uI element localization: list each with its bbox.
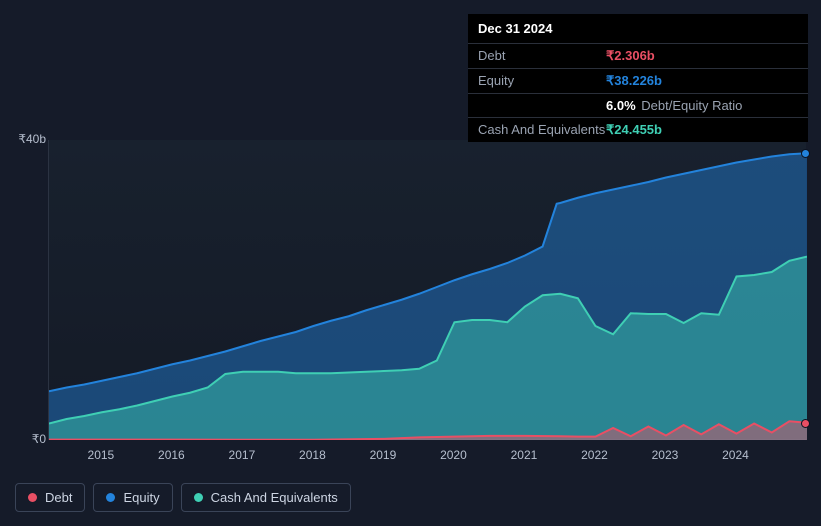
tooltip-row: Cash And Equivalents₹24.455b xyxy=(468,117,808,142)
legend-item-equity[interactable]: Equity xyxy=(93,483,172,512)
tooltip-row: Equity₹38.226b xyxy=(468,68,808,93)
tooltip-value: ₹38.226b xyxy=(606,73,662,89)
x-axis-label: 2019 xyxy=(370,448,397,462)
x-axis-label: 2018 xyxy=(299,448,326,462)
debt-equity-chart: ₹40b ₹0 2015 2016 2017 2018 2019 2020 2021 2022 2… xyxy=(14,118,806,508)
legend-label: Equity xyxy=(123,490,159,505)
tooltip-value: ₹2.306b xyxy=(606,48,655,64)
tooltip-suffix: Debt/Equity Ratio xyxy=(638,98,743,113)
chart-svg xyxy=(49,140,807,440)
tooltip-value: ₹24.455b xyxy=(606,122,662,138)
chart-tooltip: Dec 31 2024 Debt₹2.306bEquity₹38.226b6.0… xyxy=(468,14,808,142)
y-axis-label: ₹0 xyxy=(12,432,46,446)
legend-label: Cash And Equivalents xyxy=(211,490,338,505)
legend-item-cash-and-equivalents[interactable]: Cash And Equivalents xyxy=(181,483,351,512)
legend-item-debt[interactable]: Debt xyxy=(15,483,85,512)
chart-legend: Debt Equity Cash And Equivalents xyxy=(15,483,351,512)
x-axis-label: 2024 xyxy=(722,448,749,462)
tooltip-label: Equity xyxy=(478,73,606,89)
tooltip-date: Dec 31 2024 xyxy=(468,14,808,43)
tooltip-value: 6.0% Debt/Equity Ratio xyxy=(606,98,742,113)
x-axis-label: 2015 xyxy=(88,448,115,462)
x-axis-label: 2023 xyxy=(652,448,679,462)
legend-swatch xyxy=(106,493,115,502)
x-axis-label: 2017 xyxy=(229,448,256,462)
end-marker-equity xyxy=(801,149,810,158)
x-axis-label: 2022 xyxy=(581,448,608,462)
x-axis-label: 2020 xyxy=(440,448,467,462)
plot-area[interactable] xyxy=(48,140,806,440)
x-axis-label: 2021 xyxy=(511,448,538,462)
legend-swatch xyxy=(194,493,203,502)
legend-label: Debt xyxy=(45,490,72,505)
end-marker-debt xyxy=(801,419,810,428)
tooltip-label: Debt xyxy=(478,48,606,64)
legend-swatch xyxy=(28,493,37,502)
tooltip-label xyxy=(478,98,606,113)
tooltip-label: Cash And Equivalents xyxy=(478,122,606,138)
tooltip-row: Debt₹2.306b xyxy=(468,43,808,68)
y-axis-label: ₹40b xyxy=(12,132,46,146)
x-axis-label: 2016 xyxy=(158,448,185,462)
tooltip-row: 6.0% Debt/Equity Ratio xyxy=(468,93,808,117)
